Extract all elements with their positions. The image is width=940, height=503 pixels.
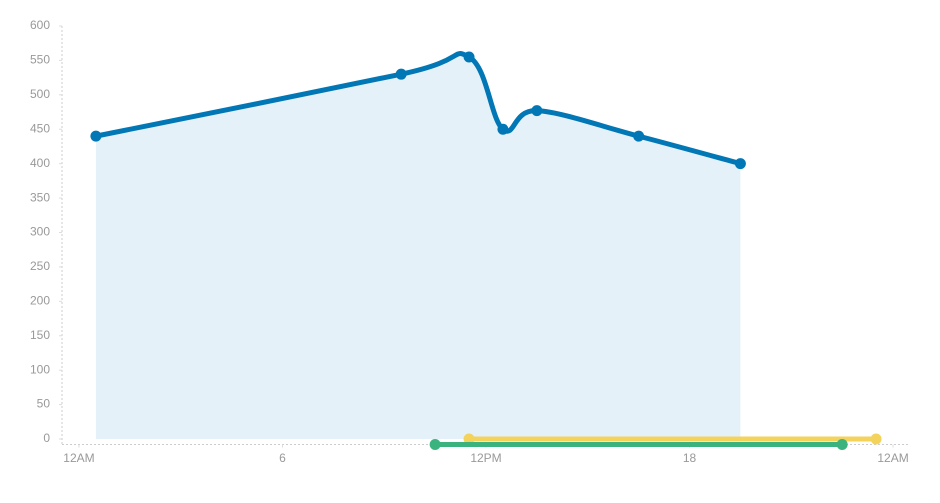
y-tick-label: 150 [30, 328, 50, 342]
y-tick-label: 400 [30, 156, 50, 170]
y-tick-label: 300 [30, 225, 50, 239]
point [531, 105, 543, 117]
point [836, 439, 848, 450]
x-tick-label: 12AM [63, 451, 94, 465]
area [95, 53, 741, 439]
point [870, 433, 882, 445]
point [497, 123, 509, 135]
point [734, 158, 746, 170]
x-tick-label: 18 [683, 451, 697, 465]
y-tick-label: 600 [30, 18, 50, 32]
y-tick-label: 450 [30, 121, 50, 135]
point [90, 130, 102, 142]
y-tick-label: 200 [30, 294, 50, 308]
x-tick-label: 12PM [470, 451, 501, 465]
point [633, 130, 645, 142]
point [429, 439, 441, 450]
y-tick-label: 350 [30, 190, 50, 204]
point [463, 51, 475, 63]
y-tick-label: 500 [30, 87, 50, 101]
x-tick-label: 6 [279, 451, 286, 465]
y-tick-label: 250 [30, 259, 50, 273]
y-tick-label: 50 [37, 397, 51, 411]
point [395, 68, 407, 80]
y-tick-label: 100 [30, 362, 50, 376]
y-tick-label: 0 [43, 431, 50, 445]
y-tick-label: 550 [30, 53, 50, 67]
point [463, 433, 475, 445]
x-tick-label: 12AM [877, 451, 908, 465]
